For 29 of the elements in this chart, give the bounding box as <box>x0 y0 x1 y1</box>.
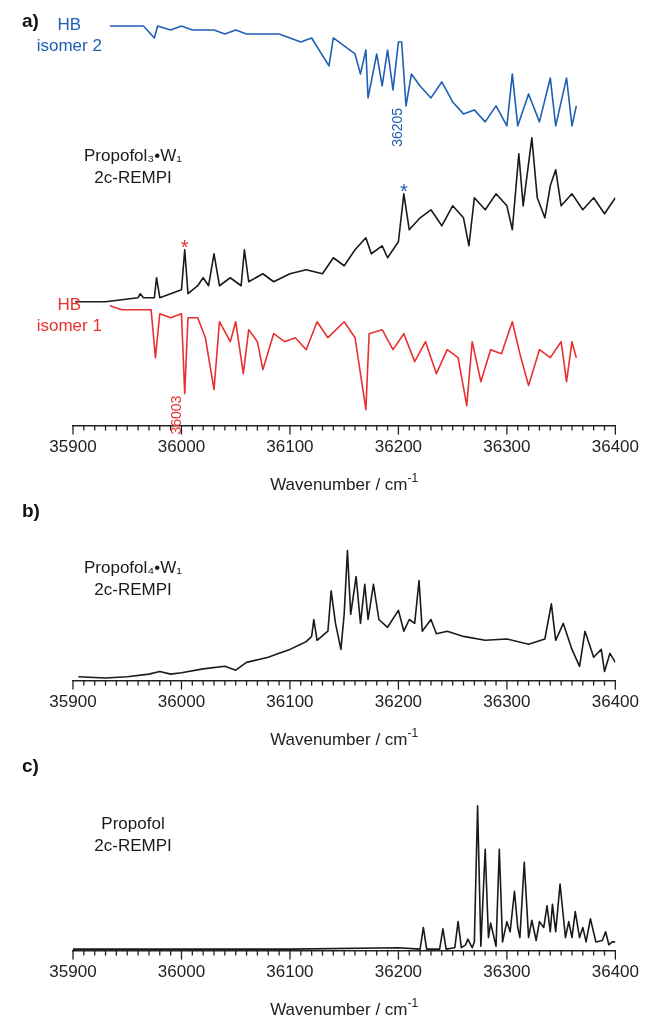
x-tick-label: 36300 <box>483 692 531 712</box>
x-tick-label: 35900 <box>49 692 97 712</box>
x-tick-label: 36200 <box>374 962 423 982</box>
annotation: 36205 <box>388 107 405 147</box>
text: Propofol₄•W₁ 2c-REMPI <box>84 558 183 600</box>
x-tick-label: 36400 <box>591 692 639 712</box>
annotation: * <box>399 179 408 202</box>
x-tick-label: 36000 <box>157 692 206 712</box>
annotation: 36003 <box>167 395 184 435</box>
text: Propofol₃•W₁ 2c-REMPI <box>84 145 183 187</box>
x-tick-label: 36000 <box>157 437 206 457</box>
chart-title: c) <box>22 754 39 776</box>
x-tick-label: 36200 <box>374 437 423 457</box>
x-tick-label: 36400 <box>591 437 639 457</box>
x-tick-label: 36300 <box>483 962 531 982</box>
x-tick-label: 36200 <box>374 692 423 712</box>
annotation: * <box>180 235 189 258</box>
x-tick-label: 36100 <box>266 692 314 712</box>
series-label: HB isomer 1 <box>36 294 102 335</box>
text: Propofol 2c-REMPI <box>94 813 172 855</box>
x-tick-label: 35900 <box>49 437 97 457</box>
x-tick-label: 36100 <box>266 962 314 982</box>
x-tick-label: 36300 <box>483 437 531 457</box>
chart-title: a) <box>22 9 39 31</box>
x-tick-label: 35900 <box>49 962 97 982</box>
chart-title: b) <box>22 499 40 521</box>
x-tick-label: 36100 <box>266 437 314 457</box>
x-tick-label: 36000 <box>157 962 206 982</box>
x-tick-label: 36400 <box>591 962 639 982</box>
